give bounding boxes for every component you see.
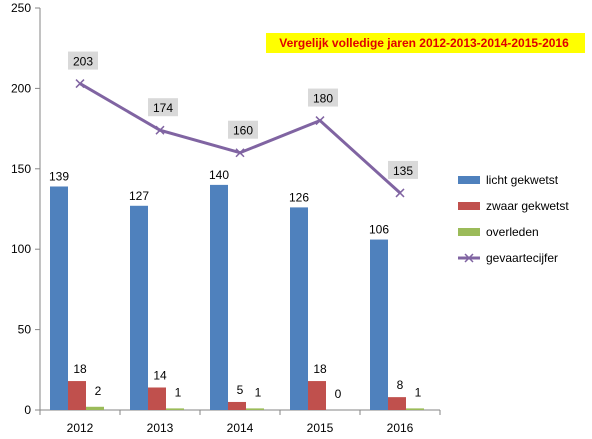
legend-label: zwaar gekwetst	[486, 199, 569, 213]
line-point-marker	[75, 79, 85, 89]
x-tick-label: 2013	[147, 421, 174, 435]
bar-licht-gekwetst	[210, 184, 228, 410]
legend: licht gekwetst zwaar gekwetst overleden gev…	[458, 173, 569, 265]
y-tick-label: 150	[11, 162, 31, 176]
bar-licht-gekwetst	[370, 239, 388, 410]
x-tick-label: 2014	[227, 421, 254, 435]
line-point-marker	[155, 125, 165, 135]
y-tick-label: 50	[18, 323, 32, 337]
line-data-label: 203	[73, 55, 93, 69]
line-data-label: 160	[233, 124, 253, 138]
bar-data-label: 126	[289, 190, 309, 204]
line-point-marker	[315, 116, 325, 126]
bar-licht-gekwetst	[290, 207, 308, 410]
line-point-marker	[235, 148, 245, 158]
chart-title-background	[266, 33, 585, 53]
y-tick-label: 200	[11, 81, 31, 95]
line-data-label-bg	[68, 51, 98, 70]
bar-data-label: 0	[335, 387, 342, 401]
bar-data-label: 8	[397, 378, 404, 392]
bar-data-label: 18	[73, 362, 87, 376]
line-data-label-bg	[308, 88, 338, 107]
bar-overleden	[406, 408, 424, 410]
chart-title: Vergelijk volledige jaren 2012-2013-2014…	[279, 36, 569, 50]
x-tick-label: 2016	[387, 421, 414, 435]
line-data-label: 135	[393, 164, 413, 178]
line-data-label: 180	[313, 92, 333, 106]
bar-data-label: 127	[129, 189, 149, 203]
bar-zwaar-gekwetst	[148, 387, 166, 410]
y-tick-label: 0	[24, 403, 31, 417]
bar-data-label: 5	[237, 383, 244, 397]
bar-licht-gekwetst	[130, 205, 148, 410]
legend-swatch	[458, 228, 480, 236]
legend-swatch	[458, 202, 480, 210]
bar-data-label: 2	[95, 384, 102, 398]
chart-title-box: Vergelijk volledige jaren 2012-2013-2014…	[266, 33, 585, 53]
line-point-marker	[395, 188, 405, 198]
bar-data-label: 1	[415, 385, 422, 399]
bar-overleden	[86, 406, 104, 410]
bar-data-label: 1	[255, 385, 262, 399]
bar-data-label: 18	[313, 362, 327, 376]
legend-label: overleden	[486, 225, 539, 239]
bar-overleden	[246, 408, 264, 410]
bar-data-label: 14	[153, 368, 167, 382]
bar-overleden	[166, 408, 184, 410]
y-tick-label: 250	[11, 1, 31, 15]
legend-swatch	[458, 176, 480, 184]
line-data-label-bg	[148, 98, 178, 117]
bar-data-label: 1	[175, 385, 182, 399]
line-data-label-bg	[388, 160, 418, 179]
bar-licht-gekwetst	[50, 186, 68, 410]
x-tick-label: 2012	[67, 421, 94, 435]
x-tick-label: 2015	[307, 421, 334, 435]
bar-zwaar-gekwetst	[228, 401, 246, 410]
bar-data-label: 140	[209, 168, 229, 182]
line-data-label: 174	[153, 101, 173, 115]
bar-zwaar-gekwetst	[388, 397, 406, 410]
bar-data-label: 139	[49, 169, 69, 183]
legend-label: licht gekwetst	[486, 173, 559, 187]
bar-zwaar-gekwetst	[68, 381, 86, 410]
bar-data-label: 106	[369, 223, 389, 237]
legend-label: gevaartecijfer	[486, 251, 558, 265]
y-tick-label: 100	[11, 242, 31, 256]
bar-zwaar-gekwetst	[308, 381, 326, 410]
line-data-label-bg	[228, 120, 258, 139]
legend-marker	[464, 253, 474, 263]
